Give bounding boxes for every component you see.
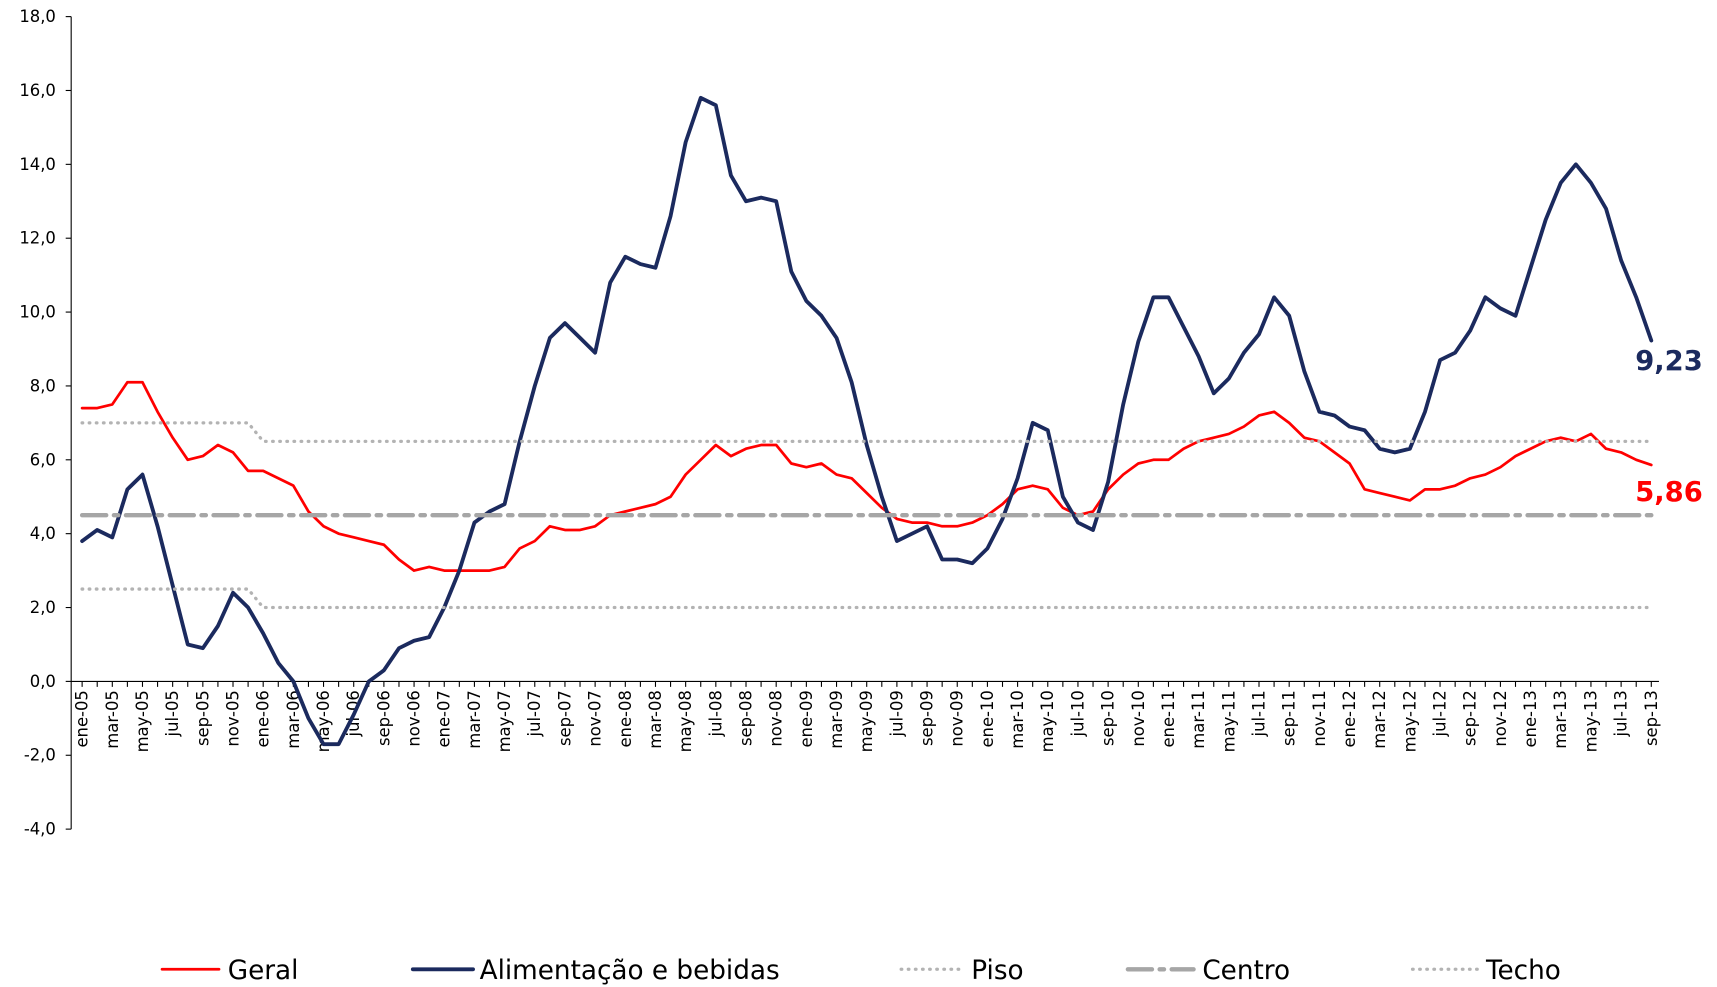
y-tick-label: 10,0 [19,303,56,322]
x-tick-label: jul-09 [887,690,906,737]
x-tick-label: jul-11 [1249,690,1268,737]
y-tick-label: 18,0 [19,7,56,26]
x-tick-label: jul-07 [525,690,544,737]
x-tick-label: jul-08 [706,690,725,737]
legend-label: Piso [971,956,1023,986]
x-tick-label: nov-12 [1491,690,1510,747]
x-tick-label: sep-11 [1280,690,1299,746]
series-line [80,421,1653,443]
x-tick-label: sep-10 [1099,690,1118,746]
x-tick-label: sep-08 [736,690,755,746]
x-tick-label: may-11 [1219,690,1238,752]
x-tick-label: jul-05 [163,690,182,737]
x-tick-label: ene-06 [254,690,273,747]
x-tick-label: mar-10 [1008,690,1027,749]
series-line [80,380,1653,572]
x-tick-label: may-07 [495,690,514,752]
x-tick-label: may-12 [1400,690,1419,752]
x-tick-label: ene-05 [73,690,92,747]
y-tick-label: 8,0 [30,376,56,395]
x-tick-label: mar-12 [1370,690,1389,749]
x-tick-label: mar-13 [1551,690,1570,749]
x-tick-label: may-08 [676,690,695,752]
x-tick-label: mar-05 [103,690,122,749]
x-tick-label: mar-09 [827,690,846,749]
legend-label: Techo [1485,956,1561,986]
x-tick-label: jul-10 [1068,690,1087,737]
x-tick-label: nov-10 [1129,690,1148,747]
x-tick-label: ene-07 [435,690,454,747]
x-tick-label: ene-09 [797,690,816,747]
x-tick-label: ene-12 [1340,690,1359,747]
x-tick-label: nov-11 [1310,690,1329,747]
x-tick-label: may-10 [1038,690,1057,752]
legend-label: Alimentação e bebidas [480,956,780,986]
y-tick-label: 16,0 [19,81,56,100]
x-tick-label: nov-06 [405,690,424,747]
legend-label: Geral [228,956,299,986]
x-tick-label: nov-05 [223,690,242,747]
x-tick-label: jul-12 [1431,690,1450,737]
x-tick-label: mar-06 [284,690,303,749]
x-tick-label: sep-09 [918,690,937,746]
y-tick-label: 2,0 [30,598,56,617]
value-label: 5,86 [1635,477,1703,508]
y-tick-label: -4,0 [24,820,56,839]
x-tick-label: ene-13 [1521,690,1540,747]
x-tick-label: sep-06 [374,690,393,746]
x-tick-label: nov-09 [948,690,967,747]
y-tick-label: -2,0 [24,746,56,765]
x-tick-label: mar-08 [646,690,665,749]
x-tick-label: ene-10 [978,690,997,747]
x-tick-label: jul-13 [1612,690,1631,737]
x-tick-label: sep-07 [555,690,574,746]
x-tick-label: ene-08 [616,690,635,747]
x-tick-label: may-13 [1581,690,1600,752]
y-tick-label: 4,0 [30,524,56,543]
x-tick-label: mar-07 [465,690,484,749]
y-tick-label: 12,0 [19,229,56,248]
x-tick-label: ene-11 [1159,690,1178,747]
x-tick-label: mar-11 [1189,690,1208,749]
series-line [80,587,1653,610]
x-tick-label: nov-07 [586,690,605,747]
x-tick-label: sep-12 [1461,690,1480,746]
x-tick-label: may-05 [133,690,152,752]
legend-label: Centro [1202,956,1290,986]
x-tick-label: may-09 [857,690,876,752]
x-tick-label: sep-13 [1642,690,1661,746]
value-label: 9,23 [1635,346,1703,377]
y-tick-label: 0,0 [30,672,56,691]
x-tick-label: nov-08 [767,690,786,747]
y-tick-label: 6,0 [30,450,56,469]
series-line [80,95,1654,747]
y-tick-label: 14,0 [19,155,56,174]
x-tick-label: sep-05 [193,690,212,746]
